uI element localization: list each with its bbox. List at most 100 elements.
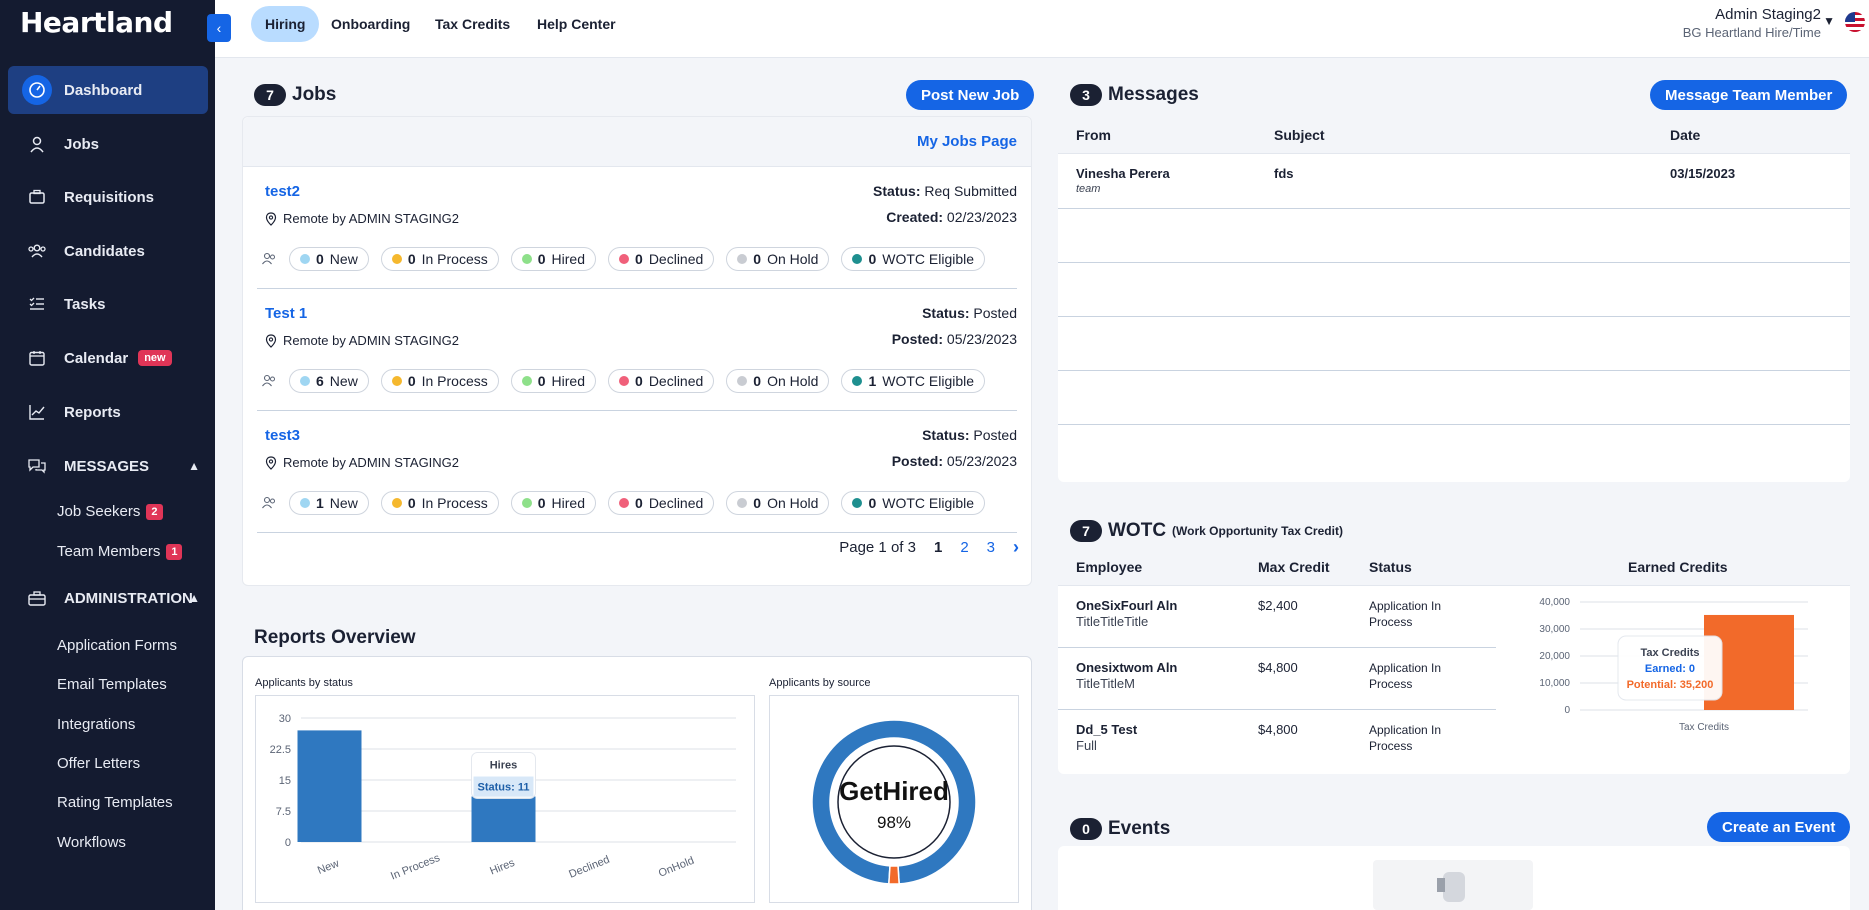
- dashboard-gauge-icon: [22, 75, 52, 105]
- pill-on-hold[interactable]: 0 On Hold: [726, 369, 830, 393]
- pill-count: 0: [407, 373, 416, 389]
- job-row: test2 Remote by ADMIN STAGING2 Status: R…: [257, 167, 1017, 289]
- messages-section-title: 3 Messages: [1070, 84, 1199, 106]
- sidebar-item-dashboard[interactable]: Dashboard: [8, 66, 208, 114]
- sidebar-item-requisitions[interactable]: Requisitions: [8, 173, 208, 221]
- tab-hiring[interactable]: Hiring: [251, 6, 320, 42]
- pill-count: 0: [753, 495, 762, 511]
- us-flag-icon[interactable]: [1845, 12, 1865, 32]
- checklist-icon: [22, 289, 52, 319]
- job-pipeline-pills: 0 New 0 In Process 0 Hired 0 Declined 0 On Ho…: [261, 247, 986, 271]
- pill-on-hold[interactable]: 0 On Hold: [726, 247, 830, 271]
- employee-title: TitleTitleTitle: [1076, 614, 1149, 629]
- donut-center-ring: [837, 745, 951, 859]
- x-tick-label: In Process: [389, 852, 442, 883]
- sidebar-item-label: Email Templates: [57, 676, 167, 693]
- pill-label: On Hold: [767, 251, 819, 267]
- pill-new[interactable]: 1 New: [289, 491, 369, 515]
- sidebar-item-tasks[interactable]: Tasks: [8, 280, 208, 328]
- sidebar-item-offer-letters[interactable]: Offer Letters: [57, 755, 140, 772]
- pill-wotc-eligible[interactable]: 0 WOTC Eligible: [841, 247, 986, 271]
- post-new-job-button[interactable]: Post New Job: [906, 80, 1035, 110]
- donut-slice[interactable]: [811, 719, 977, 885]
- job-location: Remote by ADMIN STAGING2: [265, 211, 459, 226]
- jobs-card: My Jobs Page test2 Remote by ADMIN STAGI…: [242, 116, 1032, 586]
- administration-section-toggle[interactable]: ADMINISTRATION ▲: [8, 580, 208, 616]
- pill-in-process[interactable]: 0 In Process: [380, 491, 499, 515]
- sidebar-item-job-seekers[interactable]: Job Seekers 2: [57, 503, 163, 520]
- job-title-link[interactable]: test3: [265, 427, 301, 444]
- sidebar-item-application-forms[interactable]: Application Forms: [57, 637, 177, 654]
- pill-new[interactable]: 0 New: [289, 247, 369, 271]
- donut-slice[interactable]: [888, 865, 900, 885]
- job-location-text: Remote by ADMIN STAGING2: [283, 455, 460, 470]
- pill-new[interactable]: 6 New: [289, 369, 369, 393]
- sidebar-item-team-members[interactable]: Team Members 1: [57, 543, 183, 560]
- message-row[interactable]: Vinesha Perera team fds 03/15/2023: [1058, 154, 1850, 208]
- job-title-link[interactable]: test2: [265, 183, 301, 200]
- y-tick-label: 40,000: [1539, 597, 1570, 608]
- tooltip-title: Hires: [490, 760, 518, 772]
- source-chart-title: Applicants by source: [769, 677, 871, 689]
- pill-declined[interactable]: 0 Declined: [608, 247, 715, 271]
- messages-section-toggle[interactable]: MESSAGES ▲: [8, 448, 208, 484]
- donut-center-percent: 98%: [877, 813, 911, 832]
- messages-section-label: MESSAGES: [64, 457, 150, 475]
- next-page-icon[interactable]: ›: [1013, 537, 1019, 557]
- on-hold-dot: [737, 376, 748, 386]
- tab-help-center[interactable]: Help Center: [537, 16, 616, 32]
- date-label: Posted:: [891, 331, 944, 347]
- collapse-sidebar-button[interactable]: ‹: [207, 14, 231, 42]
- wotc-row[interactable]: Dd_5 Test Full $4,800 Application In Pro…: [1058, 710, 1496, 772]
- wotc-row[interactable]: OneSixFourl Aln TitleTitleTitle $2,400 A…: [1058, 586, 1496, 648]
- declined-dot: [619, 254, 630, 264]
- create-event-button[interactable]: Create an Event: [1707, 812, 1851, 842]
- sidebar-item-email-templates[interactable]: Email Templates: [57, 676, 167, 693]
- pill-count: 0: [635, 495, 643, 511]
- pill-hired[interactable]: 0 Hired: [510, 247, 597, 271]
- toolbox-icon: [22, 583, 52, 613]
- col-employee: Employee: [1076, 559, 1143, 575]
- pill-hired[interactable]: 0 Hired: [510, 369, 597, 393]
- sidebar-item-label: Rating Templates: [57, 794, 173, 811]
- sidebar-item-label: Application Forms: [57, 637, 178, 654]
- sidebar-item-jobs[interactable]: Jobs: [8, 120, 208, 168]
- pill-in-process[interactable]: 0 In Process: [380, 369, 499, 393]
- pill-label: Hired: [551, 495, 586, 511]
- job-location-text: Remote by ADMIN STAGING2: [283, 211, 460, 226]
- bar[interactable]: [471, 796, 536, 842]
- tab-tax-credits[interactable]: Tax Credits: [435, 16, 511, 32]
- pill-wotc-eligible[interactable]: 0 WOTC Eligible: [841, 491, 986, 515]
- sidebar-item-rating-templates[interactable]: Rating Templates: [57, 794, 173, 811]
- page-2-link[interactable]: 2: [960, 539, 969, 556]
- sidebar-item-candidates[interactable]: Candidates: [8, 227, 208, 275]
- sidebar-item-reports[interactable]: Reports: [8, 388, 208, 436]
- sidebar-item-workflows[interactable]: Workflows: [57, 834, 126, 851]
- sidebar-item-integrations[interactable]: Integrations: [57, 716, 135, 733]
- sidebar-item-label: Jobs: [64, 135, 100, 153]
- page-1-link[interactable]: 1: [933, 539, 943, 556]
- y-tick-label: 0: [1564, 705, 1570, 716]
- pill-hired[interactable]: 0 Hired: [510, 491, 597, 515]
- briefcase-icon: [22, 182, 52, 212]
- message-team-member-button[interactable]: Message Team Member: [1650, 80, 1848, 110]
- job-title-link[interactable]: Test 1: [265, 305, 308, 322]
- bar[interactable]: [297, 730, 362, 842]
- pill-on-hold[interactable]: 0 On Hold: [726, 491, 830, 515]
- sidebar-item-calendar[interactable]: Calendar new: [8, 334, 208, 382]
- pill-wotc-eligible[interactable]: 1 WOTC Eligible: [841, 369, 986, 393]
- page-3-link[interactable]: 3: [986, 539, 995, 556]
- tab-onboarding[interactable]: Onboarding: [331, 16, 411, 32]
- pill-declined[interactable]: 0 Declined: [608, 369, 715, 393]
- jobs-count: 7: [254, 84, 286, 106]
- my-jobs-page-link[interactable]: My Jobs Page: [916, 133, 1017, 150]
- chevron-down-icon[interactable]: ▼: [1823, 14, 1835, 28]
- pill-label: Declined: [648, 495, 704, 511]
- pill-label: On Hold: [767, 373, 819, 389]
- people-icon: [262, 252, 275, 265]
- wotc-row[interactable]: Onesixtwom Aln TitleTitleM $4,800 Applic…: [1058, 648, 1496, 710]
- heartland-logo[interactable]: Heartland: [20, 6, 173, 39]
- user-menu[interactable]: Admin Staging2 BG Heartland Hire/Time: [1683, 6, 1821, 40]
- pill-in-process[interactable]: 0 In Process: [380, 247, 499, 271]
- pill-declined[interactable]: 0 Declined: [608, 491, 715, 515]
